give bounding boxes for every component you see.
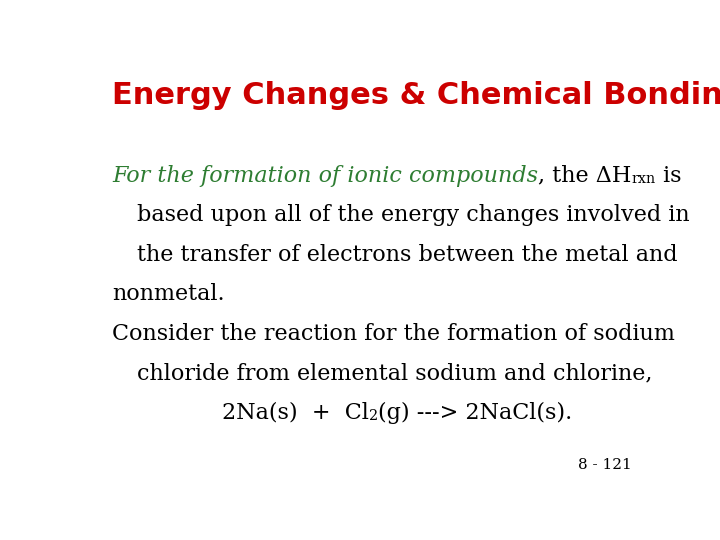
- Text: rxn: rxn: [631, 172, 656, 186]
- Text: Consider the reaction for the formation of sodium: Consider the reaction for the formation …: [112, 322, 675, 345]
- Text: 8 - 121: 8 - 121: [577, 458, 631, 472]
- Text: Energy Changes & Chemical Bonding: Energy Changes & Chemical Bonding: [112, 82, 720, 111]
- Text: , the ΔH: , the ΔH: [539, 165, 631, 187]
- Text: 2Na(s)  +  Cl: 2Na(s) + Cl: [222, 402, 369, 423]
- Text: For the formation of ionic compounds: For the formation of ionic compounds: [112, 165, 539, 187]
- Text: chloride from elemental sodium and chlorine,: chloride from elemental sodium and chlor…: [138, 362, 653, 384]
- Text: is: is: [656, 165, 681, 187]
- Text: nonmetal.: nonmetal.: [112, 283, 225, 305]
- Text: the transfer of electrons between the metal and: the transfer of electrons between the me…: [138, 244, 678, 266]
- Text: based upon all of the energy changes involved in: based upon all of the energy changes inv…: [138, 204, 690, 226]
- Text: (g) ---> 2NaCl(s).: (g) ---> 2NaCl(s).: [378, 402, 572, 424]
- Text: 2: 2: [369, 409, 378, 423]
